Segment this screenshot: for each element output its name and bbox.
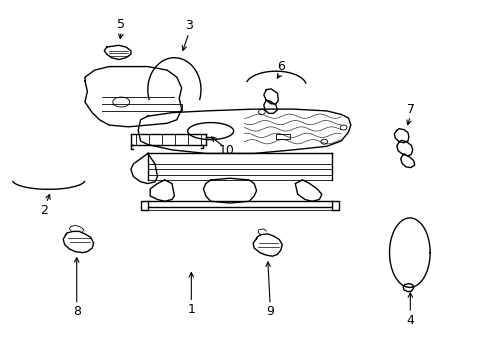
- Text: 1: 1: [187, 303, 195, 316]
- Text: 10: 10: [218, 144, 234, 157]
- Polygon shape: [150, 180, 174, 201]
- Polygon shape: [396, 140, 412, 156]
- Polygon shape: [400, 154, 414, 168]
- Text: 2: 2: [40, 204, 48, 217]
- Polygon shape: [131, 134, 205, 146]
- Polygon shape: [138, 109, 350, 153]
- Text: 8: 8: [73, 305, 81, 318]
- Polygon shape: [253, 234, 282, 256]
- Polygon shape: [393, 129, 408, 143]
- Polygon shape: [402, 283, 413, 292]
- Text: 5: 5: [117, 18, 125, 31]
- Polygon shape: [389, 218, 429, 287]
- Polygon shape: [147, 58, 201, 99]
- Polygon shape: [63, 231, 94, 253]
- Polygon shape: [264, 100, 277, 113]
- Polygon shape: [264, 89, 278, 104]
- Text: 3: 3: [184, 19, 192, 32]
- Polygon shape: [295, 180, 321, 201]
- Text: 4: 4: [406, 314, 413, 327]
- Polygon shape: [85, 67, 181, 127]
- Text: 6: 6: [276, 60, 284, 73]
- Text: 7: 7: [407, 103, 414, 116]
- Polygon shape: [203, 178, 256, 203]
- Text: 9: 9: [265, 305, 273, 318]
- Polygon shape: [104, 45, 131, 59]
- Polygon shape: [131, 153, 157, 184]
